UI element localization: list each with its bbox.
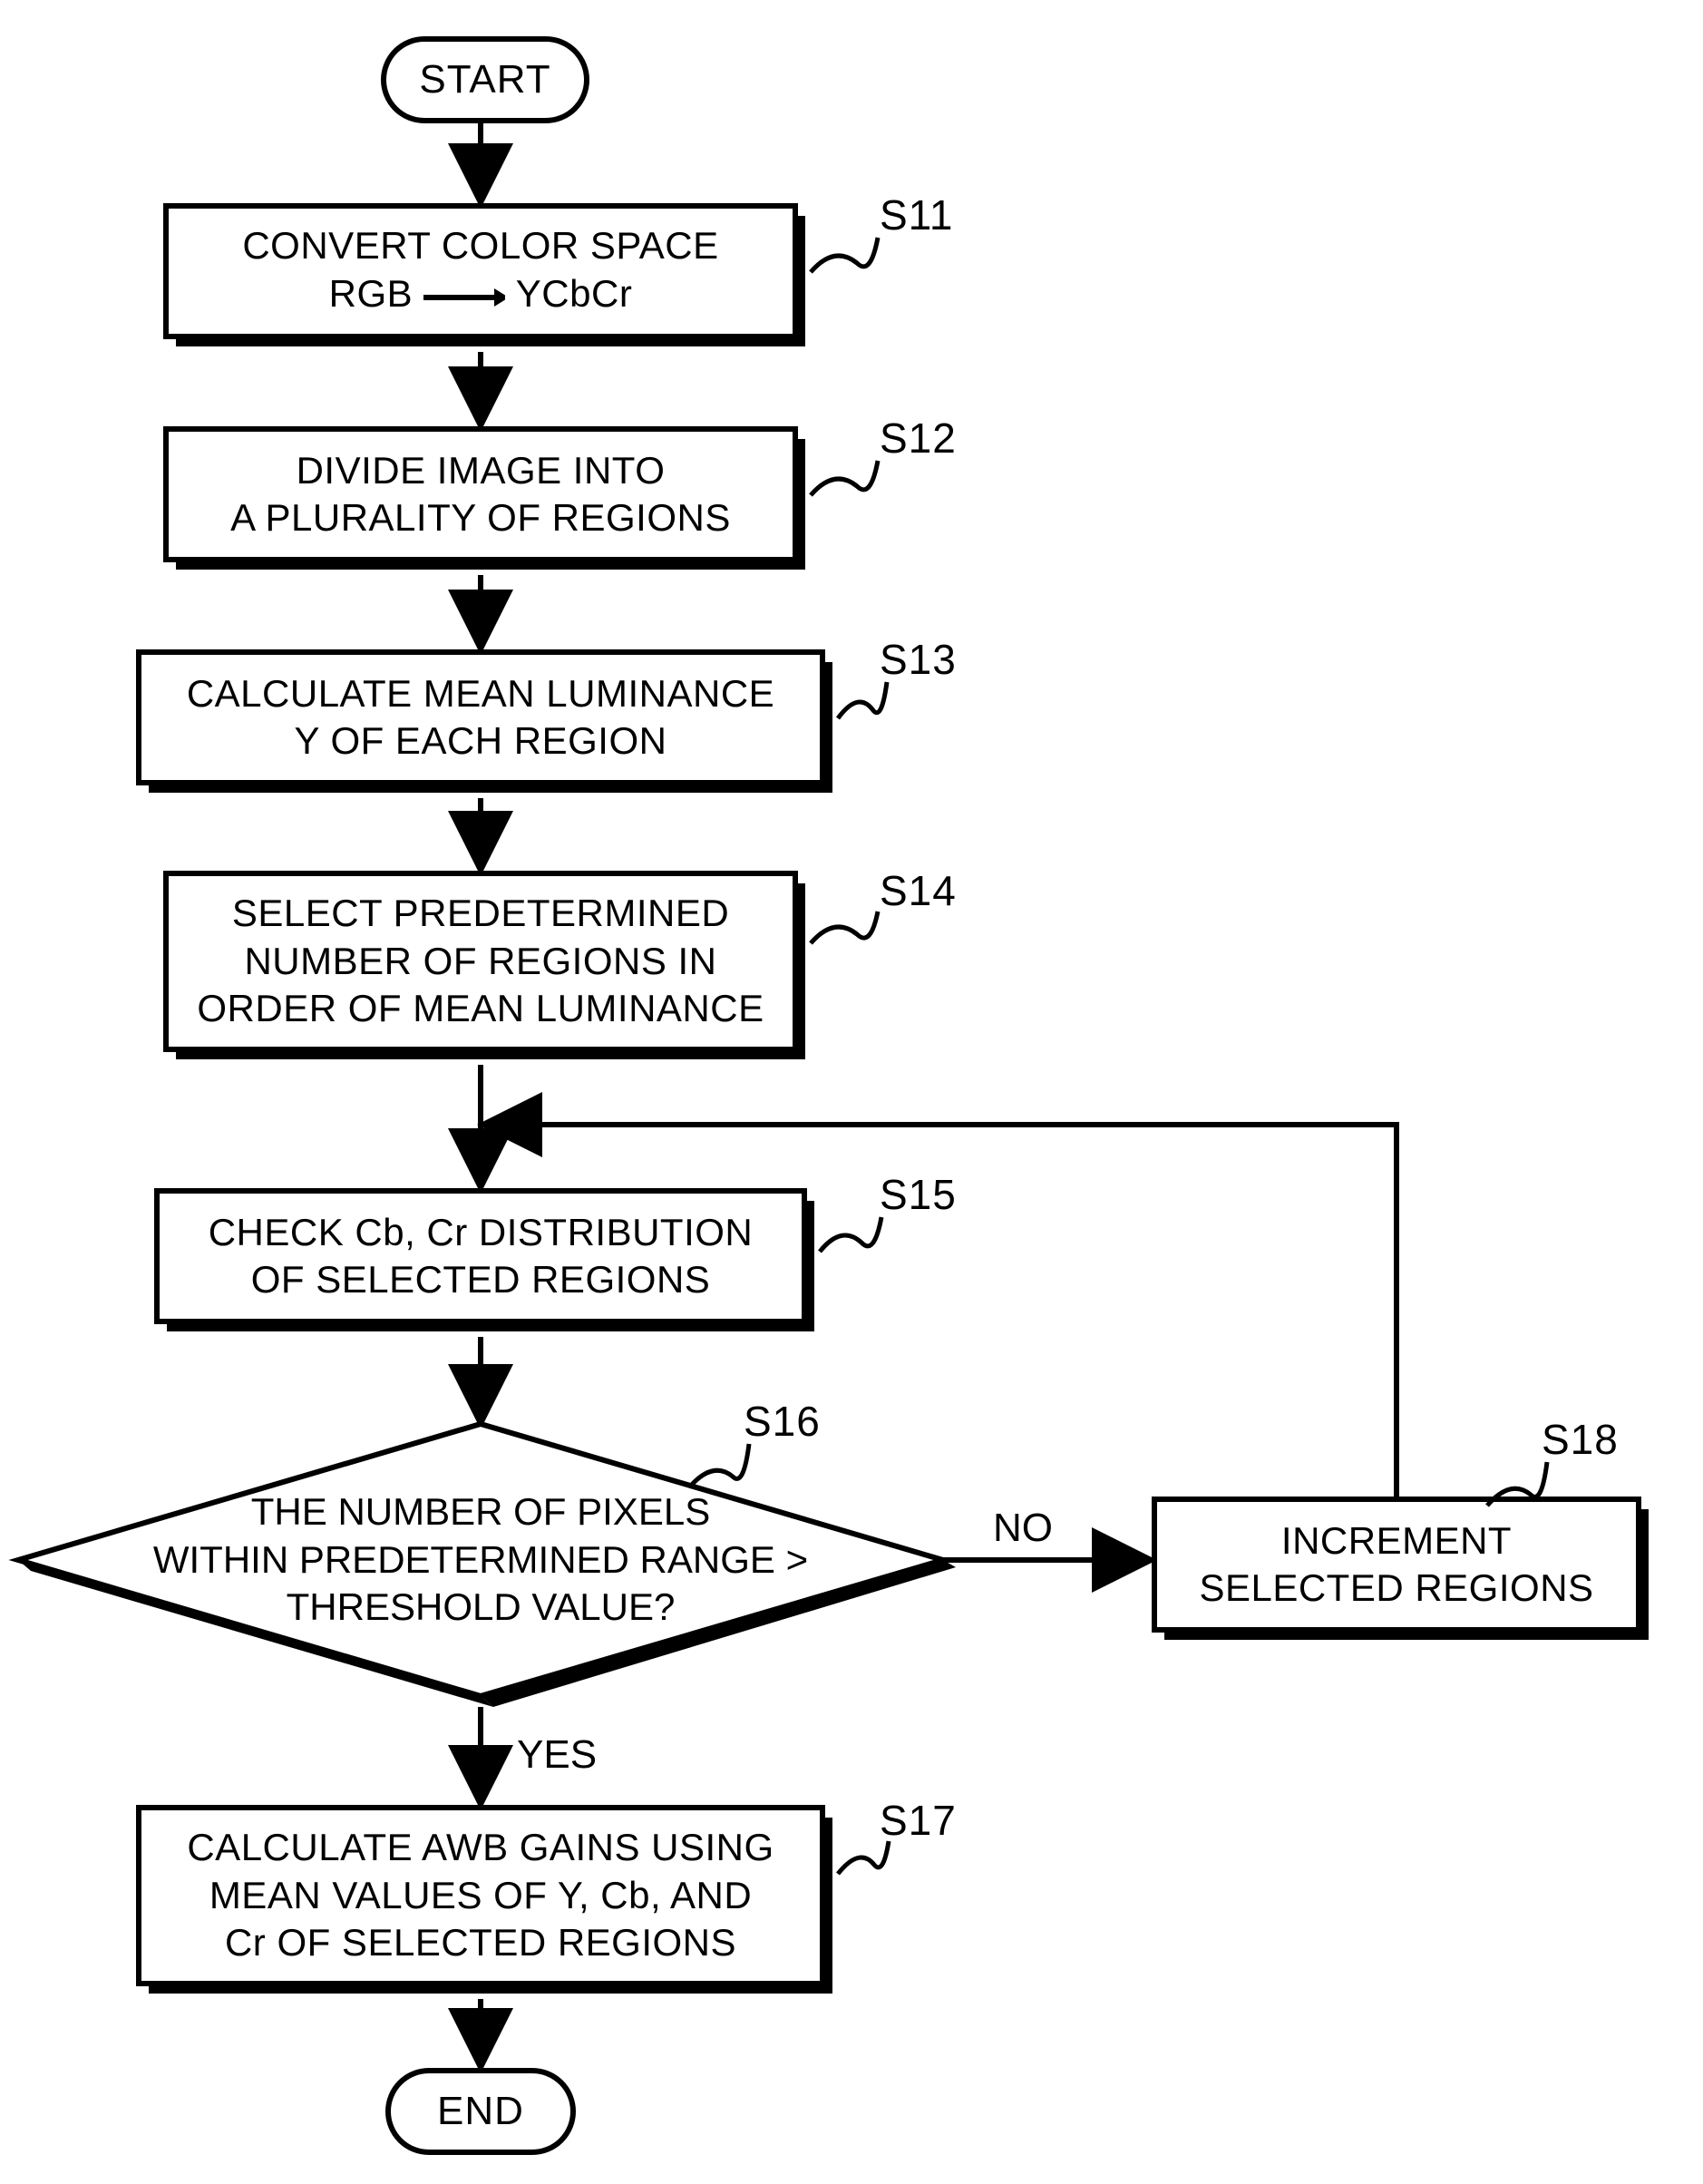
terminator-end-label: END [437, 2089, 524, 2134]
s16-line2: WITHIN PREDETERMINED RANGE > [153, 1536, 808, 1584]
s16-line3: THRESHOLD VALUE? [153, 1584, 808, 1632]
arrow-s17-end [0, 0, 1703, 2184]
terminator-end: END [385, 2068, 576, 2155]
flowchart-canvas: START CONVERT COLOR SPACE RGB YCbCr S11 [0, 0, 1703, 2184]
s16-line1: THE NUMBER OF PIXELS [153, 1488, 808, 1536]
